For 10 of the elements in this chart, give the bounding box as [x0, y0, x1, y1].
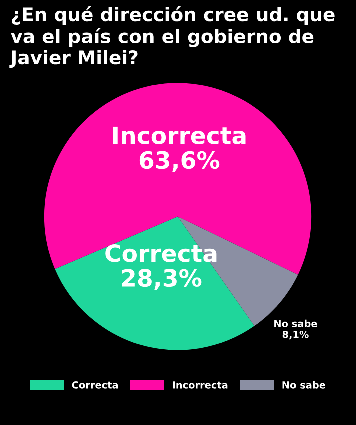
data-label: 8,1% — [282, 330, 309, 340]
slice-label: Correcta — [106, 244, 217, 262]
legend-label: No sabe — [282, 381, 326, 389]
data-label: 28,3% — [122, 269, 202, 290]
legend-label: Incorrecta — [173, 382, 228, 389]
legend-label: Correcta — [72, 382, 118, 389]
slice-label: Incorrecta — [113, 126, 246, 145]
slice-label: No sabe — [274, 320, 318, 328]
data-label: 63,6% — [140, 151, 220, 172]
chart-title: ¿En qué dirección cree ud. que va el país con el gobierno de Javier Milei? — [10, 6, 335, 68]
